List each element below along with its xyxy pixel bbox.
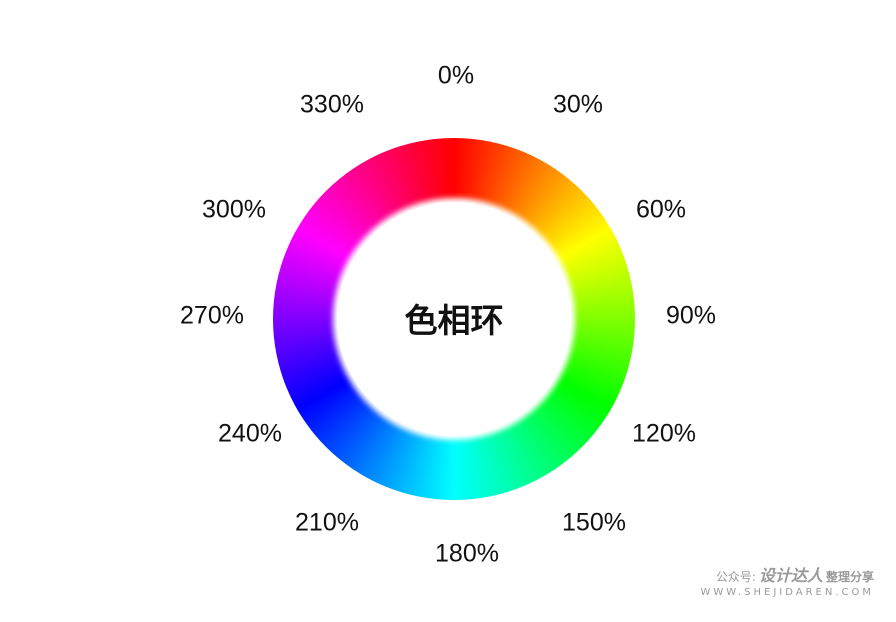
hue-label-30: 30%	[552, 90, 604, 119]
watermark-title: 公众号: 设计达人 整理分享	[700, 568, 874, 586]
color-wheel-ring	[273, 138, 635, 500]
watermark-prefix: 公众号:	[715, 570, 756, 584]
hue-label-240: 240%	[218, 419, 282, 448]
hue-label-120: 120%	[632, 419, 696, 448]
hue-label-60: 60%	[635, 195, 687, 224]
color-wheel-center	[337, 202, 571, 436]
hue-label-210: 210%	[295, 508, 359, 537]
hue-label-0: 0%	[437, 61, 475, 90]
watermark-suffix: 整理分享	[825, 570, 874, 584]
hue-label-90: 90%	[665, 301, 717, 330]
hue-label-150: 150%	[562, 508, 626, 537]
hue-label-300: 300%	[202, 195, 266, 224]
center-title: 色相环	[404, 301, 504, 340]
watermark: 公众号: 设计达人 整理分享 WWW.SHEJIDAREN.COM	[700, 568, 874, 600]
watermark-url: WWW.SHEJIDAREN.COM	[700, 587, 874, 598]
hue-label-270: 270%	[180, 301, 244, 330]
hue-label-330: 330%	[300, 90, 364, 119]
hue-label-180: 180%	[435, 539, 499, 568]
watermark-brand: 设计达人	[758, 566, 823, 585]
